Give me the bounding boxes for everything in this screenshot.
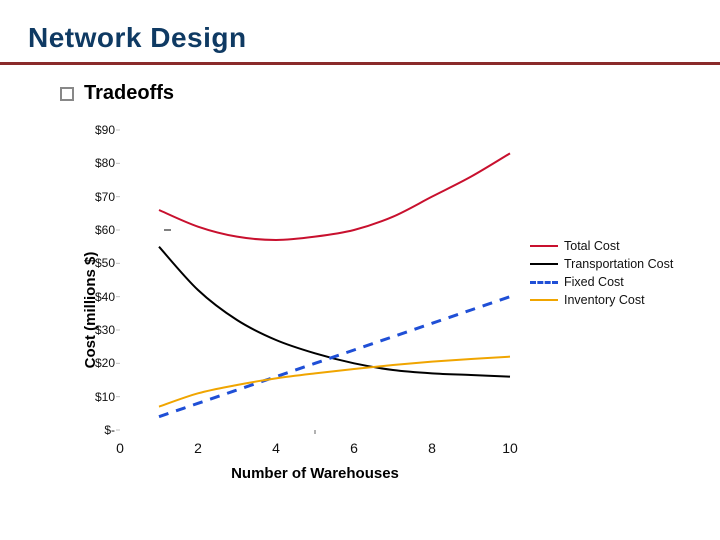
x-tick-label: 4: [256, 440, 296, 456]
slide: Network Design Tradeoffs Cost (millions …: [0, 0, 720, 540]
legend-item: Transportation Cost: [530, 257, 680, 271]
y-tick-label: $70: [75, 190, 115, 204]
legend-swatch: [530, 263, 558, 265]
y-tick-label: $20: [75, 356, 115, 370]
legend-swatch: [530, 281, 558, 284]
legend-label: Fixed Cost: [564, 275, 624, 289]
y-tick-label: $30: [75, 323, 115, 337]
y-tick-label: $90: [75, 123, 115, 137]
legend-label: Inventory Cost: [564, 293, 645, 307]
bullet-row: Tradeoffs: [60, 82, 174, 105]
legend-label: Total Cost: [564, 239, 620, 253]
slide-title: Network Design: [28, 22, 247, 54]
title-rule: [0, 62, 720, 65]
legend-item: Fixed Cost: [530, 275, 680, 289]
series-total-cost: [159, 153, 510, 240]
legend-item: Inventory Cost: [530, 293, 680, 307]
x-tick-label: 6: [334, 440, 374, 456]
legend-swatch: [530, 245, 558, 247]
bullet-marker: [60, 87, 74, 101]
x-axis-label: Number of Warehouses: [120, 465, 510, 500]
chart: Cost (millions $) Total CostTransportati…: [60, 120, 680, 500]
bullet-text: Tradeoffs: [84, 82, 174, 105]
legend-label: Transportation Cost: [564, 257, 673, 271]
plot-svg: [60, 120, 530, 450]
x-tick-label: 10: [490, 440, 530, 456]
series-fixed-cost: [159, 297, 510, 417]
y-tick-label: $10: [75, 390, 115, 404]
legend: Total Cost Transportation Cost Fixed Cost I…: [530, 235, 680, 311]
legend-item: Total Cost: [530, 239, 680, 253]
y-tick-label: $60: [75, 223, 115, 237]
y-tick-label: $50: [75, 256, 115, 270]
x-tick-label: 0: [100, 440, 140, 456]
legend-swatch: [530, 299, 558, 301]
y-tick-label: $40: [75, 290, 115, 304]
x-tick-label: 8: [412, 440, 452, 456]
x-tick-label: 2: [178, 440, 218, 456]
y-tick-label: $80: [75, 156, 115, 170]
y-tick-label: $-: [75, 423, 115, 437]
